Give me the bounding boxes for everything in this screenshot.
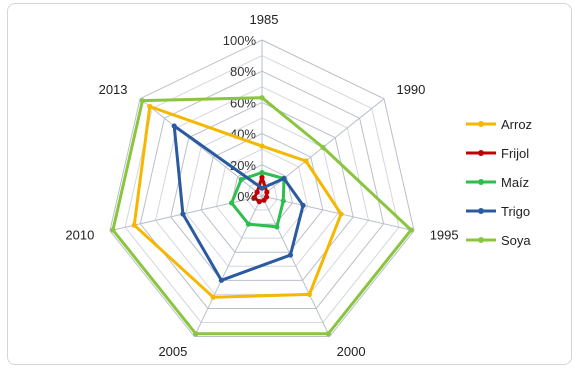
category-label: 2013 [99, 82, 128, 97]
data-point [180, 211, 186, 217]
legend-label: Trigo [501, 204, 530, 219]
legend-label: Arroz [501, 117, 532, 132]
series-trigo [171, 123, 306, 283]
legend-label: Soya [501, 233, 531, 248]
series-line [172, 124, 305, 282]
legend-item: Soya [466, 233, 531, 248]
category-label: 1995 [430, 227, 459, 242]
data-point [218, 277, 224, 283]
data-point [259, 143, 265, 149]
series-arroz [131, 103, 344, 300]
data-point [259, 170, 265, 176]
data-point [303, 158, 309, 164]
grid-ring [139, 70, 385, 309]
legend-label: Frijol [501, 146, 529, 161]
grid-spoke [193, 195, 263, 337]
radial-tick-label: 0% [237, 189, 256, 204]
data-point [193, 331, 199, 337]
data-point [320, 144, 326, 150]
data-point [259, 185, 265, 191]
data-point [147, 103, 153, 110]
data-point [259, 95, 265, 101]
data-point [259, 174, 265, 180]
data-point [281, 175, 287, 182]
series-line [132, 105, 343, 299]
legend-item: Maíz [466, 175, 529, 190]
legend-marker [478, 179, 484, 185]
data-point [238, 176, 244, 183]
category-label: 1990 [396, 82, 425, 97]
radial-tick-label: 100% [223, 33, 257, 48]
data-point [228, 200, 235, 206]
series-layer [110, 95, 414, 337]
radial-tick-label: 20% [230, 158, 256, 173]
legend-marker [478, 208, 484, 214]
series-line [230, 171, 286, 229]
legend-marker [478, 121, 484, 127]
grid-spoke [261, 195, 331, 337]
data-point [325, 331, 331, 337]
category-label: 1985 [250, 12, 279, 27]
legend-item: Frijol [466, 146, 529, 161]
data-point [131, 222, 137, 228]
grid-ring [200, 133, 324, 253]
grid-spoke [261, 195, 415, 232]
data-point [264, 189, 270, 195]
radial-tick-label: 80% [230, 64, 256, 79]
data-point [408, 227, 414, 233]
data-point [245, 221, 252, 227]
grid-ring [246, 179, 278, 211]
data-point [338, 211, 344, 217]
data-point [287, 252, 294, 258]
legend: Arroz Frijol Maíz Trigo Soya [466, 117, 532, 248]
series-line [111, 96, 413, 336]
data-point [261, 197, 267, 203]
data-point [300, 202, 306, 208]
data-point [171, 123, 177, 129]
data-point [274, 224, 280, 230]
data-point [139, 98, 146, 104]
grid-ring [215, 148, 309, 239]
radial-tick-labels: 0%20%40%60%80%100% [223, 33, 257, 204]
category-labels: 1985 1990 1995 2000 2005 2010 2013 [65, 12, 458, 359]
series-soya [110, 95, 414, 337]
grid-ring [109, 39, 415, 338]
data-point [110, 227, 116, 233]
legend-label: Maíz [501, 175, 529, 190]
data-point [306, 291, 312, 297]
data-point [280, 198, 286, 204]
series-frijol [251, 174, 270, 205]
legend-marker [478, 150, 484, 156]
legend-item: Arroz [466, 117, 532, 132]
data-point [251, 195, 257, 201]
data-point [254, 189, 260, 195]
legend-item: Trigo [466, 204, 530, 219]
grid-ring [170, 101, 354, 281]
grid-spoke [139, 98, 263, 197]
data-point [256, 199, 262, 205]
data-point [210, 294, 216, 300]
legend-marker [478, 237, 484, 243]
category-label: 2000 [337, 344, 366, 359]
category-label: 2005 [158, 344, 187, 359]
category-label: 2010 [65, 227, 94, 242]
